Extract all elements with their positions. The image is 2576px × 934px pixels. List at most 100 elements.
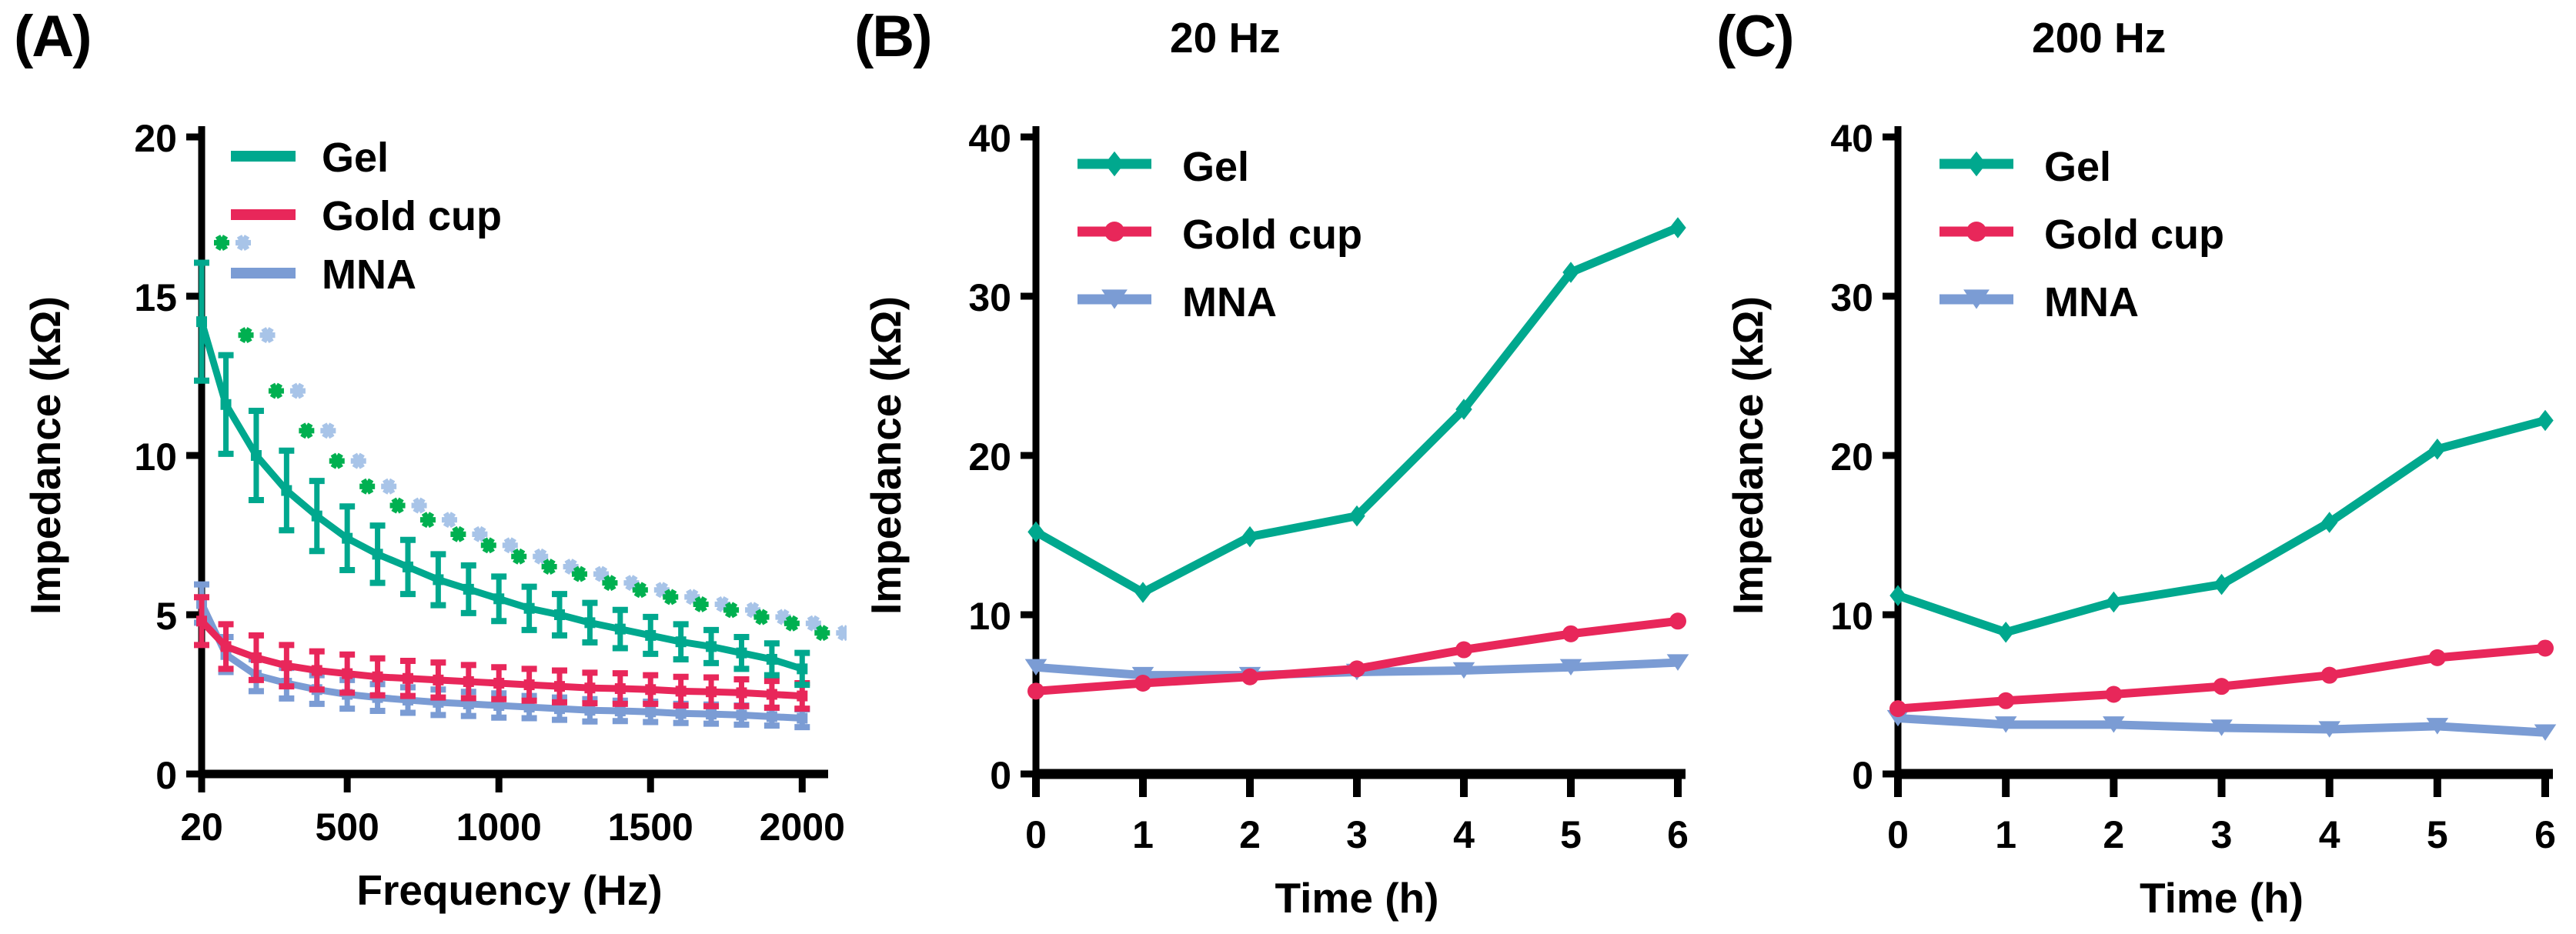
data-point [797,663,808,675]
x-tick-label: 500 [315,806,379,849]
data-point [523,679,535,691]
data-point [766,653,777,665]
legend: Gel Gold cup MNA [231,135,502,298]
asterisk-blue [684,589,700,605]
series-gold-cup [1889,639,2554,718]
x-tick-label: 5 [1560,813,1582,856]
x-tick-label: 5 [2427,813,2448,856]
asterisk-blue [805,615,821,632]
x-tick-label: 2000 [760,806,845,849]
data-point [2320,666,2338,684]
asterisk-blue [259,327,276,344]
asterisk-blue [350,452,366,469]
asterisk-green [268,382,284,399]
data-point [493,699,505,711]
y-axis-title: Impedance (kΩ) [22,296,69,615]
legend-marker-gel [1966,151,1986,177]
asterisk-green [632,582,648,599]
series-gold-cup [1027,612,1686,700]
data-point [554,609,566,620]
data-point [1452,662,1475,679]
y-axis-title: Impedance (kΩ) [862,296,910,615]
data-point [493,593,505,605]
data-point [220,399,232,410]
asterisk-green [389,497,406,514]
data-point [1669,612,1686,630]
data-point [675,708,687,719]
y-tick-label: 0 [155,754,177,797]
asterisk-green [723,602,740,619]
x-tick-label: 4 [1453,813,1475,856]
asterisk-blue [289,382,306,399]
asterisk-green [663,589,679,605]
data-point [797,690,808,702]
data-point [645,629,657,641]
legend: Gel Gold cup MNA [1940,144,2224,325]
legend-marker-gel [1104,151,1124,177]
panel-c-title: 200 Hz [2032,14,2167,62]
data-point [372,671,383,682]
panel-c: (C) 200 Hz 0 10 20 30 40 0 1 2 3 4 5 6 Impedance (kΩ… [1709,0,2576,934]
data-point [736,687,747,699]
data-point [706,686,717,698]
data-point [2105,591,2123,613]
legend-label-gel: Gel [2044,144,2111,190]
asterisk-green [214,235,229,251]
data-point [311,665,322,676]
asterisk-green [450,525,466,542]
data-point [493,678,505,689]
data-point [645,706,657,718]
asterisk-blue [381,478,397,495]
data-point [706,709,717,720]
asterisk-green [359,478,376,495]
panel-b-svg: 0 10 20 30 40 0 1 2 3 4 5 6 Impedance (kΩ) Time (h) Ge… [862,117,1689,922]
data-point [675,685,687,697]
data-point [766,711,777,722]
data-point [1666,654,1689,671]
data-point [584,617,596,629]
series-gel [194,259,810,689]
data-point [2105,685,2123,703]
data-point [523,602,535,614]
data-point [1669,217,1686,239]
x-tick-label: 0 [1887,813,1909,856]
legend-label-gold-cup: Gold cup [2044,212,2224,258]
asterisk-blue [441,512,457,529]
x-tick-label: 1 [1132,813,1154,856]
panel-a: (A) 0 5 10 15 20 20 500 1000 1500 2000 Impedance (… [0,0,847,934]
data-point [1889,585,1906,606]
x-tick-label: 20 [180,806,223,849]
panel-c-svg: 0 10 20 30 40 0 1 2 3 4 5 6 Impedance (kΩ) Time (h) Ge… [1724,117,2557,922]
y-tick-label: 5 [155,595,177,638]
y-tick-label: 20 [1830,435,1873,479]
asterisk-green [419,512,436,529]
panel-c-plot: 0 10 20 30 40 0 1 2 3 4 5 6 Impedance (kΩ) Time (h) Ge… [1709,0,2576,934]
y-tick-label: 10 [1830,595,1873,638]
data-point [2534,724,2557,741]
y-tick-label: 10 [134,435,177,479]
data-point [2429,438,2446,460]
data-point [1455,641,1472,659]
y-tick-label: 10 [968,595,1011,638]
x-tick-label: 1000 [456,806,542,849]
panel-b-title: 20 Hz [1170,14,1281,62]
data-point [1348,660,1365,678]
data-point [342,532,353,544]
y-tick-label: 30 [1830,276,1873,319]
data-point [1994,716,2017,733]
data-line [1034,223,1680,597]
asterisk-blue [533,548,549,565]
x-tick-label: 4 [2319,813,2340,856]
asterisk-green [329,452,345,469]
asterisk-blue [593,565,610,582]
panel-a-svg: 0 5 10 15 20 20 500 1000 1500 2000 Impedance (kΩ) F… [22,117,847,914]
data-point [554,703,566,715]
data-point [1562,262,1579,283]
panel-c-letter: (C) [1716,4,1795,69]
data-point [2426,718,2449,735]
data-point [614,706,626,717]
asterisk-blue [236,235,251,251]
legend-label-gel: Gel [322,135,389,181]
data-point [372,549,383,560]
